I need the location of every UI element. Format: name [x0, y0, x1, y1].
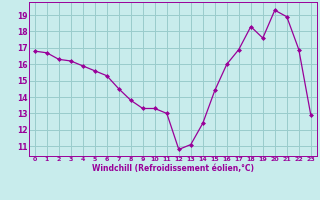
X-axis label: Windchill (Refroidissement éolien,°C): Windchill (Refroidissement éolien,°C)	[92, 164, 254, 173]
